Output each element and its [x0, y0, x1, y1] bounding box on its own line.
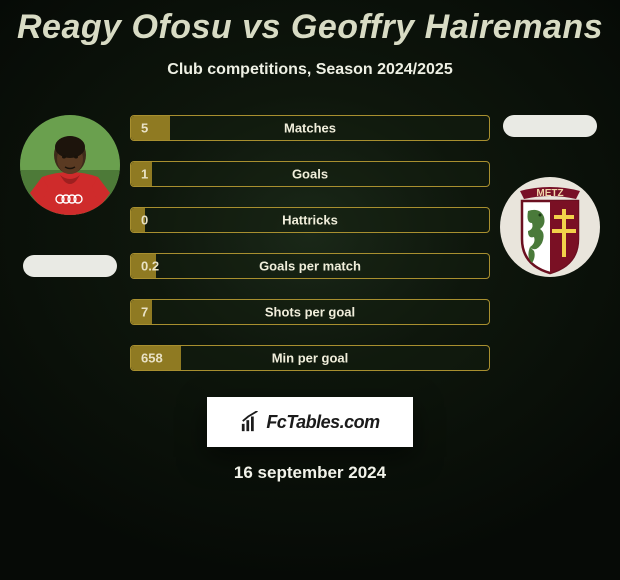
stat-bar-value: 5: [141, 121, 148, 136]
player-right-pill: [503, 115, 597, 137]
stat-bar-value: 0: [141, 213, 148, 228]
stat-bar-value: 7: [141, 305, 148, 320]
stat-bar-label: Shots per goal: [265, 305, 355, 320]
brand-badge: FcTables.com: [207, 397, 413, 447]
comparison-content: 5 Matches 1 Goals 0 Hattricks 0.2 Goals per mat…: [0, 115, 620, 371]
stat-bar: 7 Shots per goal: [130, 299, 490, 325]
brand-logo-icon: [240, 411, 262, 433]
stat-bars: 5 Matches 1 Goals 0 Hattricks 0.2 Goals per mat…: [130, 115, 490, 371]
stat-bar: 658 Min per goal: [130, 345, 490, 371]
player-left-avatar: [20, 115, 120, 215]
player-left-avatar-svg: [20, 115, 120, 215]
stat-bar-label: Goals: [292, 167, 328, 182]
metz-crest-svg: METZ: [500, 177, 600, 277]
stat-bar-label: Matches: [284, 121, 336, 136]
stat-bar: 0 Hattricks: [130, 207, 490, 233]
stat-bar-label: Min per goal: [272, 351, 349, 366]
player-right-column: METZ: [490, 115, 610, 277]
stat-bar-value: 1: [141, 167, 148, 182]
stat-bar-fill: [131, 116, 170, 140]
stat-bar: 1 Goals: [130, 161, 490, 187]
stat-bar-label: Hattricks: [282, 213, 338, 228]
stat-bar: 0.2 Goals per match: [130, 253, 490, 279]
stat-bar-value: 0.2: [141, 259, 159, 274]
page-title: Reagy Ofosu vs Geoffry Hairemans: [0, 0, 620, 47]
player-left-column: [10, 115, 130, 277]
player-left-pill: [23, 255, 117, 277]
brand-text: FcTables.com: [266, 412, 379, 433]
player-right-crest: METZ: [500, 177, 600, 277]
stat-bar-label: Goals per match: [259, 259, 361, 274]
stat-bar-value: 658: [141, 351, 163, 366]
footer-date: 16 september 2024: [0, 463, 620, 483]
stat-bar: 5 Matches: [130, 115, 490, 141]
page-subtitle: Club competitions, Season 2024/2025: [0, 61, 620, 79]
crest-text: METZ: [536, 188, 563, 199]
